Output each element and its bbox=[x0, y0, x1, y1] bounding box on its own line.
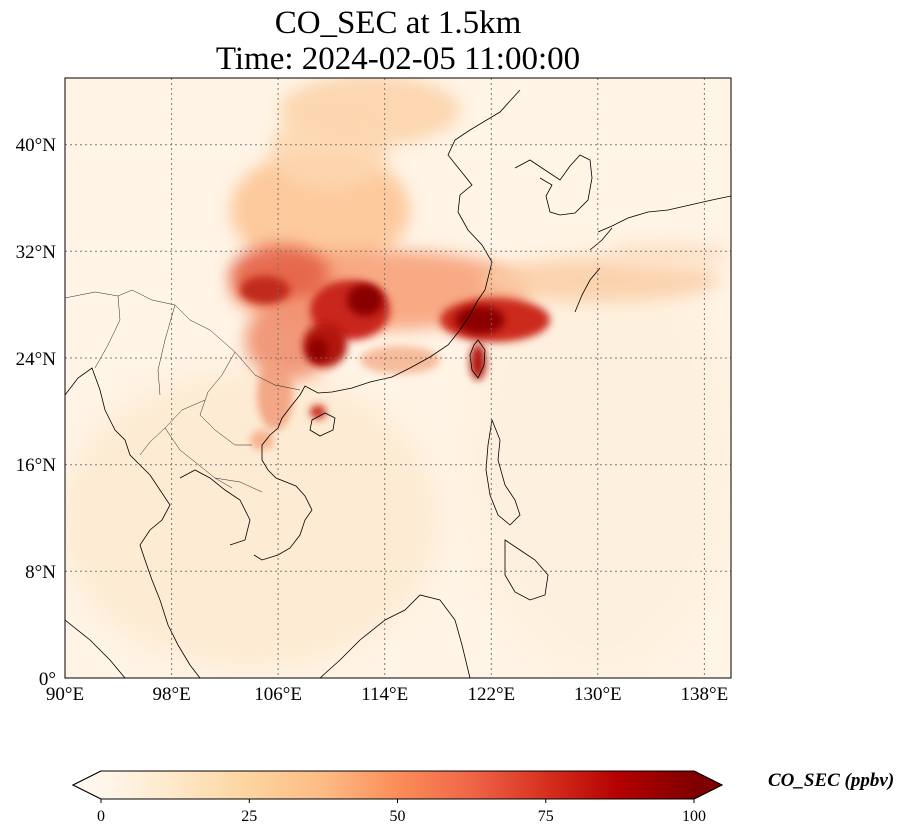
lon-tick-label: 106°E bbox=[254, 684, 302, 705]
lat-tick-label: 0° bbox=[39, 669, 56, 690]
lon-tick-label: 98°E bbox=[152, 684, 190, 705]
lon-tick-labels: 90°E 98°E 106°E 114°E 122°E 130°E 138°E bbox=[46, 684, 728, 705]
lon-tick-label: 114°E bbox=[361, 684, 408, 705]
lon-tick-label: 138°E bbox=[681, 684, 729, 705]
colorbar-gradient bbox=[101, 771, 694, 799]
lat-tick-label: 16°N bbox=[16, 455, 57, 476]
colorbar-tick-label: 50 bbox=[390, 808, 406, 825]
map-title-line1: CO_SEC at 1.5km bbox=[274, 5, 522, 41]
lat-tick-label: 32°N bbox=[16, 242, 57, 263]
colorbar-tick-label: 100 bbox=[682, 808, 706, 825]
gridlines bbox=[65, 78, 731, 678]
concentration-field bbox=[65, 78, 731, 678]
lat-tick-label: 8°N bbox=[25, 562, 56, 583]
coastlines bbox=[65, 89, 731, 678]
colorbar-tick-label: 25 bbox=[241, 808, 257, 825]
country-borders bbox=[65, 289, 301, 493]
lat-tick-label: 40°N bbox=[16, 135, 57, 156]
lon-tick-label: 130°E bbox=[574, 684, 622, 705]
lat-tick-label: 24°N bbox=[16, 349, 57, 370]
lon-tick-label: 90°E bbox=[46, 684, 84, 705]
map-title-line2: Time: 2024-02-05 11:00:00 bbox=[215, 41, 581, 77]
map-frame bbox=[64, 77, 732, 679]
colorbar-tick-label: 75 bbox=[538, 808, 554, 825]
colorbar-label: CO_SEC (ppbv) bbox=[768, 770, 895, 791]
colorbar-min-extend bbox=[73, 771, 101, 799]
colorbar-max-extend bbox=[694, 771, 722, 799]
lon-tick-label: 122°E bbox=[467, 684, 515, 705]
lat-tick-labels: 0° 8°N 16°N 24°N 32°N 40°N bbox=[16, 135, 57, 690]
colorbar: 0 25 50 75 100 bbox=[71, 770, 724, 825]
colorbar-tick-label: 0 bbox=[97, 808, 105, 825]
